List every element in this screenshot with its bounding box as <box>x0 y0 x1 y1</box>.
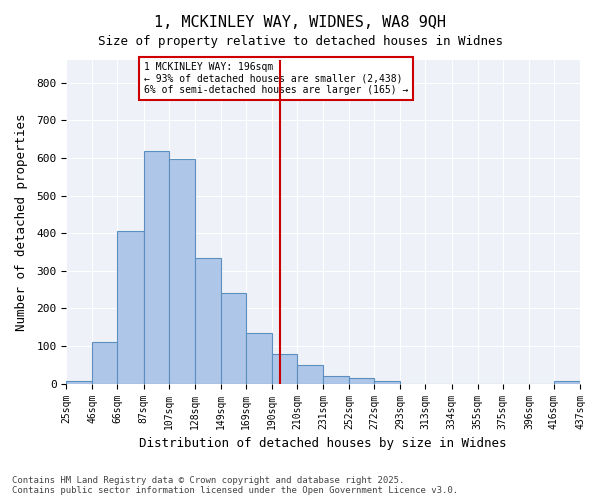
Bar <box>92 342 118 384</box>
Bar <box>169 159 195 384</box>
Text: 1 MCKINLEY WAY: 196sqm
← 93% of detached houses are smaller (2,438)
6% of semi-d: 1 MCKINLEY WAY: 196sqm ← 93% of detached… <box>143 62 408 95</box>
Bar <box>374 381 400 384</box>
Bar <box>221 294 246 384</box>
Bar <box>554 381 580 384</box>
Text: Size of property relative to detached houses in Widnes: Size of property relative to detached ho… <box>97 35 503 48</box>
Text: Contains HM Land Registry data © Crown copyright and database right 2025.
Contai: Contains HM Land Registry data © Crown c… <box>12 476 458 495</box>
Bar <box>272 354 297 384</box>
Bar <box>195 258 221 384</box>
X-axis label: Distribution of detached houses by size in Widnes: Distribution of detached houses by size … <box>139 437 507 450</box>
Bar <box>246 332 272 384</box>
Bar <box>143 150 169 384</box>
Y-axis label: Number of detached properties: Number of detached properties <box>15 113 28 330</box>
Bar <box>323 376 349 384</box>
Bar <box>118 232 143 384</box>
Bar <box>297 365 323 384</box>
Text: 1, MCKINLEY WAY, WIDNES, WA8 9QH: 1, MCKINLEY WAY, WIDNES, WA8 9QH <box>154 15 446 30</box>
Bar <box>67 381 92 384</box>
Bar <box>349 378 374 384</box>
